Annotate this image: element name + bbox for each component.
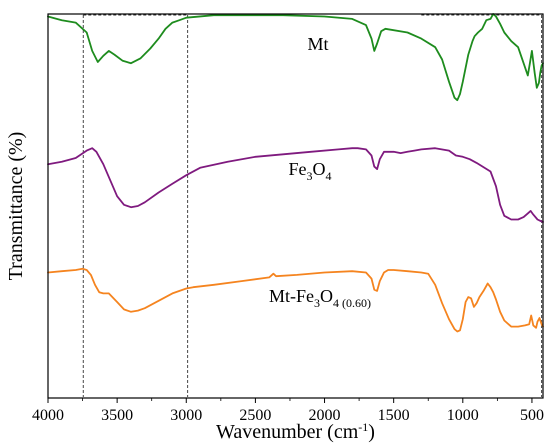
x-tick-label: 2000: [309, 407, 341, 424]
series-line-2: [47, 267, 544, 333]
series-line-0: [47, 13, 544, 102]
series-layer: [47, 13, 544, 333]
series-line-1: [47, 147, 544, 223]
x-tick-label: 4000: [32, 407, 64, 424]
x-tick-label: 1000: [447, 407, 479, 424]
series-label-0: Mt: [307, 34, 328, 54]
x-tick-label: 3000: [170, 407, 202, 424]
y-axis-title: Transmittance (%): [5, 132, 27, 281]
x-tick-label: 1500: [378, 407, 410, 424]
series-label-1: Fe3O4: [289, 159, 332, 183]
x-tick-label: 3500: [101, 407, 133, 424]
x-axis-ticks: 4000 3500 3000 2500 2000 1500 1000 500: [32, 398, 544, 424]
series-label-2: Mt-Fe3O4 (0.60): [269, 286, 371, 310]
series-labels: Mt Fe3O4 Mt-Fe3O4 (0.60): [269, 34, 371, 310]
x-tick-label: 500: [520, 407, 544, 424]
reference-lines: [82, 14, 543, 397]
plot-frame: [47, 13, 544, 399]
x-tick-label: 2500: [239, 407, 271, 424]
x-axis-title: Wavenumber (cm-1): [216, 420, 375, 443]
